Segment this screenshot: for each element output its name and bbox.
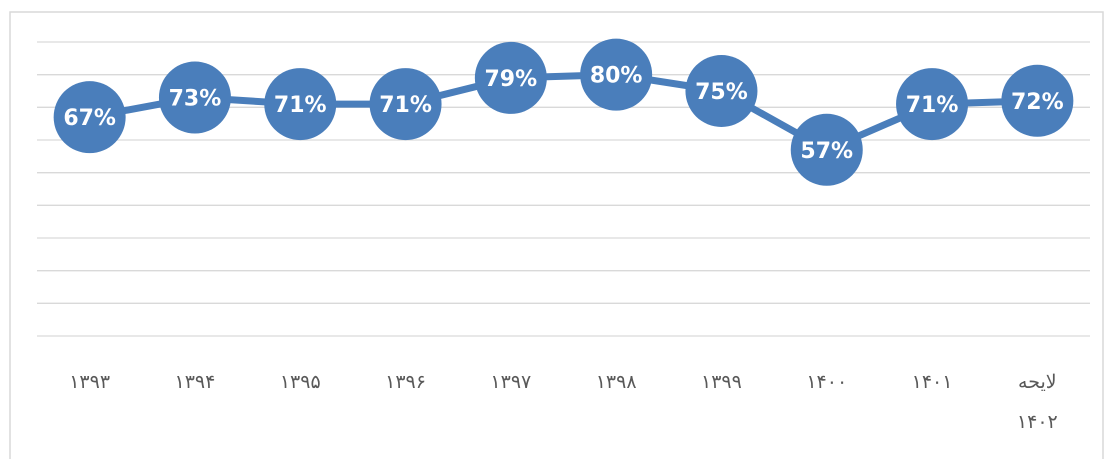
data-label: 71% xyxy=(379,93,432,118)
data-label: 75% xyxy=(695,80,748,105)
data-label: 72% xyxy=(1011,90,1064,115)
x-tick-label: ۱۴۰۰ xyxy=(806,371,848,393)
data-label: 67% xyxy=(63,106,116,131)
data-point xyxy=(580,38,653,111)
x-tick-label: ۱۳۹۴ xyxy=(174,371,216,393)
data-label: 73% xyxy=(169,87,222,112)
x-tick-label: ۱۴۰۱ xyxy=(911,371,953,393)
data-point xyxy=(158,61,231,134)
series-line xyxy=(89,71,1038,154)
data-label: 80% xyxy=(590,64,643,89)
data-point xyxy=(790,113,863,186)
data-point xyxy=(474,41,547,114)
x-tick-label: لایحه ۱۴۰۲ xyxy=(1016,371,1058,433)
x-tick-label: ۱۳۹۶ xyxy=(385,371,426,393)
x-tick-label: ۱۳۹۹ xyxy=(701,371,742,393)
x-tick-label: ۱۳۹۸ xyxy=(595,371,637,393)
data-label: 71% xyxy=(906,93,959,118)
x-tick-label: ۱۳۹۵ xyxy=(279,371,321,393)
x-tick-label: ۱۳۹۷ xyxy=(490,371,532,393)
data-point xyxy=(264,68,337,141)
data-point xyxy=(685,55,758,127)
data-point xyxy=(896,68,969,141)
frame xyxy=(9,11,1104,459)
data-label: 57% xyxy=(800,139,853,164)
data-label: 79% xyxy=(485,67,538,92)
data-point xyxy=(1001,64,1074,137)
data-point xyxy=(369,68,442,141)
data-point xyxy=(53,81,126,154)
data-label: 71% xyxy=(274,93,327,118)
x-tick-label: ۱۳۹۳ xyxy=(69,371,111,393)
